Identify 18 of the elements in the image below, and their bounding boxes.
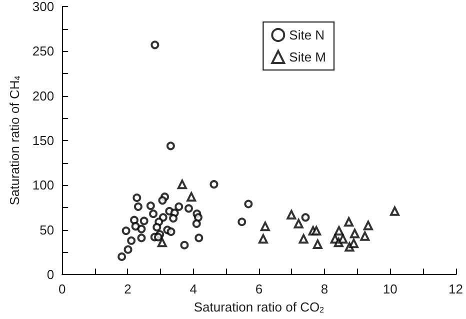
- x-tick-label: 2: [124, 282, 132, 297]
- legend-label: Site N: [289, 28, 325, 42]
- y-axis-title: Saturation ratio of CH4: [7, 75, 22, 206]
- x-tick-label: 0: [58, 282, 66, 297]
- y-tick-label: 100: [32, 178, 54, 193]
- y-tick-label: 300: [32, 0, 54, 14]
- y-tick-label: 50: [40, 222, 54, 238]
- x-tick-label: 12: [448, 282, 464, 297]
- y-tick-label: 200: [32, 88, 54, 104]
- y-tick-label: 150: [32, 133, 54, 148]
- x-tick-label: 10: [382, 282, 398, 297]
- x-tick-label: 6: [255, 282, 263, 297]
- legend-label: Site M: [289, 50, 326, 64]
- x-tick-label: 8: [320, 282, 328, 297]
- y-tick-label: 0: [46, 267, 54, 282]
- x-axis-title: Saturation ratio of CO2: [194, 300, 325, 314]
- x-tick-label: 4: [190, 282, 197, 297]
- y-tick-label: 250: [32, 44, 54, 59]
